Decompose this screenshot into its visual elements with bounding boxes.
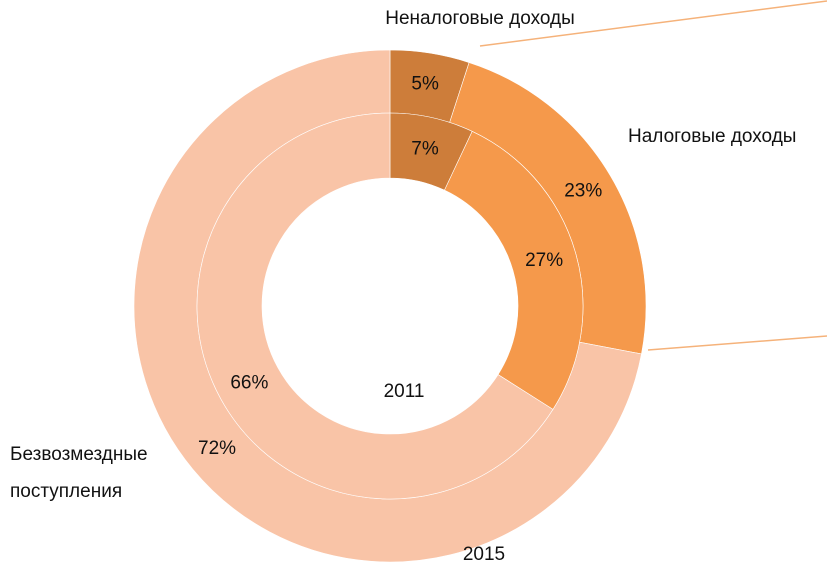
value-label: 23% (564, 181, 602, 202)
value-label: 27% (525, 250, 563, 271)
donut-segment (196, 112, 554, 500)
value-label: 7% (411, 138, 439, 159)
category-label: Безвозмездные поступления (10, 444, 148, 502)
leader-line (479, 0, 827, 47)
value-label: 66% (230, 372, 268, 393)
category-label: Неналоговые доходы (385, 8, 575, 29)
value-label: 5% (411, 73, 439, 94)
rings (133, 49, 647, 563)
category-label: Налоговые доходы (628, 126, 797, 147)
value-label: 72% (198, 438, 236, 459)
outer-ring-label: 2015 (463, 544, 505, 565)
donut-segment (444, 130, 584, 410)
inner-ring-label: 2011 (384, 381, 425, 402)
leader-line (647, 335, 827, 351)
